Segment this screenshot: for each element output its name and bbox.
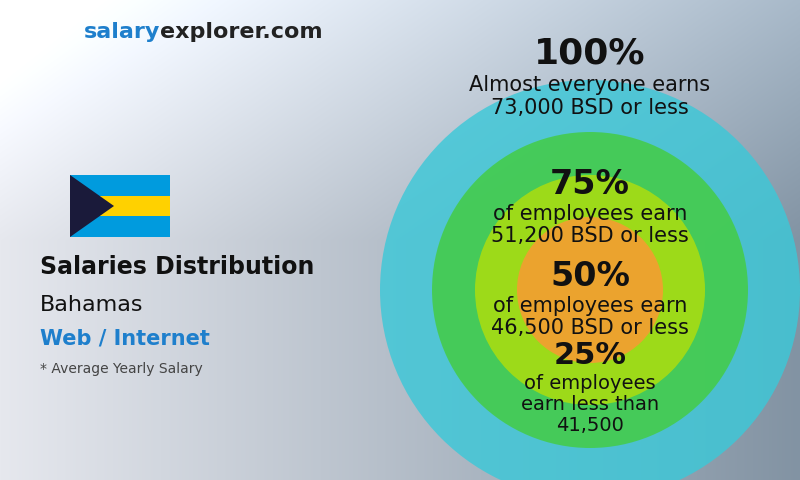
Text: 73,000 BSD or less: 73,000 BSD or less (491, 97, 689, 118)
Polygon shape (70, 175, 114, 237)
Text: 25%: 25% (554, 341, 626, 370)
Text: earn less than: earn less than (521, 395, 659, 414)
Text: 41,500: 41,500 (556, 416, 624, 435)
Circle shape (432, 132, 748, 448)
Text: * Average Yearly Salary: * Average Yearly Salary (40, 362, 202, 376)
Circle shape (380, 80, 800, 480)
Text: 51,200 BSD or less: 51,200 BSD or less (491, 227, 689, 247)
Bar (70, 196, 170, 216)
Text: of employees earn: of employees earn (493, 204, 687, 224)
Text: of employees earn: of employees earn (493, 296, 687, 316)
Text: 50%: 50% (550, 260, 630, 293)
Text: Salaries Distribution: Salaries Distribution (40, 255, 314, 279)
Text: 100%: 100% (534, 36, 646, 70)
Text: 75%: 75% (550, 168, 630, 201)
Bar (70, 216, 170, 237)
Circle shape (517, 217, 663, 363)
Circle shape (475, 175, 705, 405)
Text: explorer.com: explorer.com (160, 22, 322, 42)
Text: Bahamas: Bahamas (40, 295, 143, 315)
Text: Web / Internet: Web / Internet (40, 328, 210, 348)
Text: salary: salary (84, 22, 160, 42)
Text: 46,500 BSD or less: 46,500 BSD or less (491, 319, 689, 338)
Bar (70, 175, 170, 196)
Text: Almost everyone earns: Almost everyone earns (470, 75, 710, 95)
Text: of employees: of employees (524, 374, 656, 393)
